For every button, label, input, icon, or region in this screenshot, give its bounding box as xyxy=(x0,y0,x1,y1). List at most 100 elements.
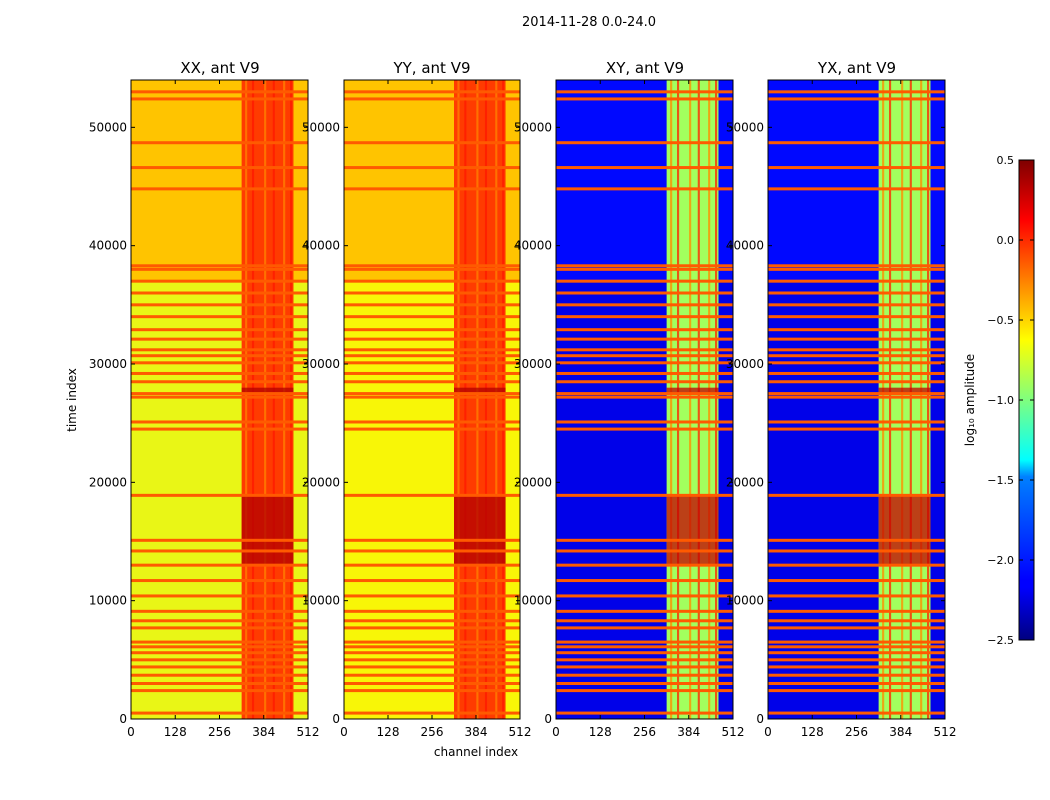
x-tick-label: 512 xyxy=(509,725,532,739)
flagged-row xyxy=(556,264,733,268)
heatmap-streak xyxy=(927,80,930,719)
flagged-row xyxy=(344,420,520,424)
flagged-row xyxy=(131,626,308,630)
flagged-row xyxy=(131,665,308,669)
heatmap-burst xyxy=(878,387,931,395)
flagged-row xyxy=(556,619,733,623)
flagged-row xyxy=(131,90,308,94)
flagged-row xyxy=(556,665,733,669)
axes-ticks: 0 128 256 384 512 0 10000 20000 30000 40000 50000 0… xyxy=(89,80,956,739)
colorbar-tick-label: −1.5 xyxy=(987,474,1014,487)
y-tick-label: 40000 xyxy=(302,239,340,253)
x-tick-label: 256 xyxy=(633,725,656,739)
flagged-row xyxy=(768,711,945,715)
flagged-row xyxy=(344,493,520,497)
flagged-row xyxy=(131,141,308,145)
flagged-row xyxy=(556,267,733,271)
colorbar-ticks: 0.5 0.0 −0.5 −1.0 −1.5 −2.0 −2.5 xyxy=(987,154,1034,647)
flagged-row xyxy=(556,291,733,295)
flagged-row xyxy=(131,609,308,613)
x-tick-label: 512 xyxy=(297,725,320,739)
flagged-row xyxy=(768,665,945,669)
y-tick-label: 10000 xyxy=(514,594,552,608)
flagged-row xyxy=(344,665,520,669)
flagged-row xyxy=(556,579,733,583)
flagged-row xyxy=(344,337,520,341)
panel-title: YY, ant V9 xyxy=(392,59,470,77)
flagged-row xyxy=(768,626,945,630)
flagged-row xyxy=(768,348,945,352)
heatmap-streak xyxy=(272,80,275,719)
flagged-row xyxy=(556,420,733,424)
flagged-row xyxy=(556,640,733,644)
heatmap-streak xyxy=(882,80,885,719)
flagged-row xyxy=(131,303,308,307)
flagged-row xyxy=(768,303,945,307)
flagged-row xyxy=(131,711,308,715)
colorbar-tick-label: −0.5 xyxy=(987,314,1014,327)
flagged-row xyxy=(768,337,945,341)
flagged-row xyxy=(768,141,945,145)
panel-xy: XY, ant V9 xyxy=(555,59,734,720)
flagged-row xyxy=(768,315,945,319)
colorbar: 0.5 0.0 −0.5 −1.0 −1.5 −2.0 −2.5 log₁₀ amplitu… xyxy=(963,154,1035,647)
flagged-row xyxy=(768,651,945,655)
flagged-row xyxy=(768,673,945,677)
flagged-row xyxy=(131,267,308,271)
heatmap-streak xyxy=(264,80,267,719)
flagged-row xyxy=(344,619,520,623)
flagged-row xyxy=(131,420,308,424)
colorbar-tick-label: −2.0 xyxy=(987,554,1014,567)
flagged-row xyxy=(556,90,733,94)
flagged-row xyxy=(768,493,945,497)
flagged-row xyxy=(344,673,520,677)
flagged-row xyxy=(768,689,945,693)
flagged-row xyxy=(768,658,945,662)
flagged-row xyxy=(556,361,733,365)
heatmap-streak xyxy=(670,80,673,719)
y-tick-label: 10000 xyxy=(302,594,340,608)
flagged-row xyxy=(768,380,945,384)
flagged-row xyxy=(344,371,520,375)
flagged-row xyxy=(556,141,733,145)
flagged-row xyxy=(556,682,733,685)
flagged-row xyxy=(344,538,520,542)
flagged-row xyxy=(344,563,520,567)
heatmap-burst xyxy=(878,494,931,566)
x-tick-label: 256 xyxy=(845,725,868,739)
heatmap-streak xyxy=(290,80,293,719)
flagged-row xyxy=(768,361,945,365)
y-tick-label: 20000 xyxy=(302,475,340,489)
flagged-row xyxy=(131,594,308,598)
flagged-row xyxy=(344,328,520,332)
flagged-row xyxy=(768,166,945,170)
heatmap-burst xyxy=(454,494,506,566)
heatmap-streak xyxy=(909,80,912,719)
flagged-row xyxy=(131,682,308,685)
heatmap-streak xyxy=(283,80,286,719)
flagged-row xyxy=(131,291,308,295)
y-tick-label: 30000 xyxy=(89,357,127,371)
y-tick-label: 40000 xyxy=(89,239,127,253)
y-axis-label: time index xyxy=(65,368,79,432)
x-tick-label: 0 xyxy=(340,725,348,739)
flagged-row xyxy=(556,328,733,332)
x-tick-label: 384 xyxy=(677,725,700,739)
heatmap-streak xyxy=(502,80,505,719)
y-tick-label: 30000 xyxy=(302,357,340,371)
y-tick-label: 10000 xyxy=(89,594,127,608)
heatmap-streak xyxy=(495,80,498,719)
x-tick-label: 256 xyxy=(208,725,231,739)
colorbar-tick-label: −2.5 xyxy=(987,634,1014,647)
flagged-row xyxy=(131,640,308,644)
panel-title: YX, ant V9 xyxy=(817,59,896,77)
flagged-row xyxy=(344,395,520,399)
heatmap-burst xyxy=(666,494,719,566)
flagged-row xyxy=(556,315,733,319)
x-tick-label: 128 xyxy=(589,725,612,739)
heatmap-channel-band xyxy=(454,80,506,719)
flagged-row xyxy=(556,97,733,101)
flagged-row xyxy=(556,354,733,358)
flagged-row xyxy=(768,187,945,191)
